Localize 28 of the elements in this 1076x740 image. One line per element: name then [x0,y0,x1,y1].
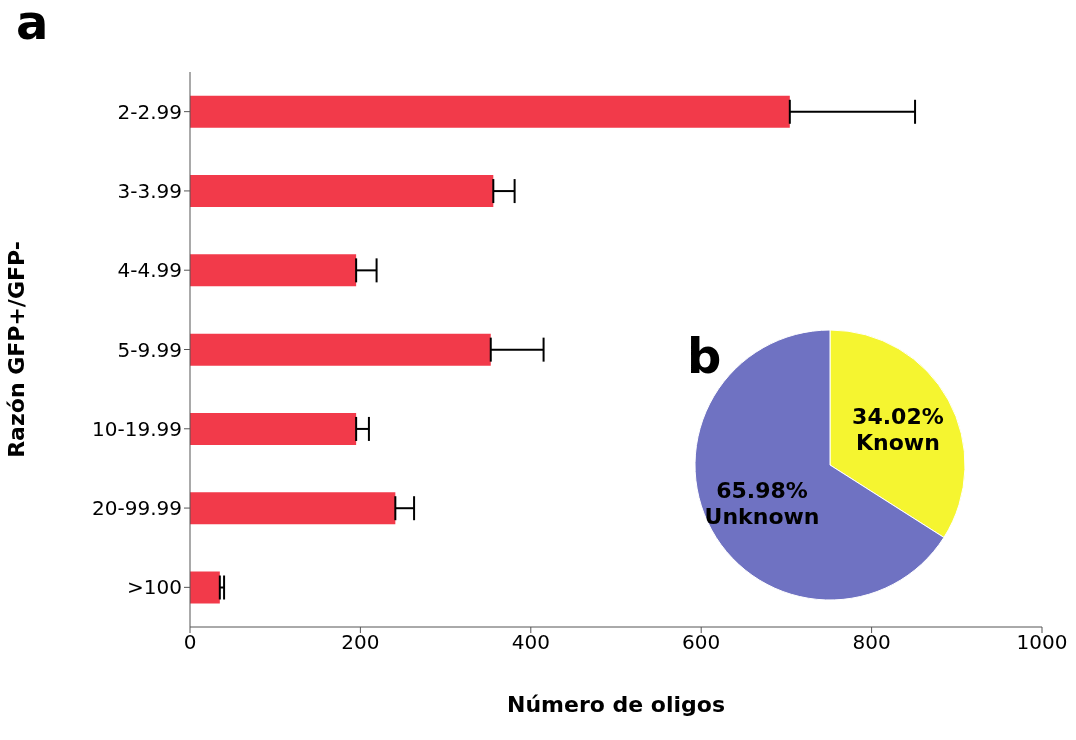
y-tick-label: 5-9.99 [117,337,182,362]
y-axis-title: Razón GFP+/GFP- [3,241,29,458]
chart-title: a [16,0,49,50]
y-tick-label: 2-2.99 [117,99,182,124]
x-tick-label: 1000 [1016,630,1068,655]
x-tick-label: 600 [682,630,721,655]
x-tick-label: 400 [511,630,550,655]
data-label: 34.02% [852,403,944,429]
bar [190,95,790,128]
chart-title: b [687,328,722,384]
x-tick-label: 200 [341,630,380,655]
bar [190,333,491,366]
x-tick-label: 800 [852,630,891,655]
slice-label: Known [856,429,940,455]
y-tick-label: 20-99.99 [92,496,182,521]
y-tick-label: 10-19.99 [92,416,182,441]
bar [190,571,220,604]
bar [190,175,494,208]
data-label: 65.98% [716,478,808,504]
x-axis-title: Número de oligos [506,692,726,717]
bar [190,254,357,287]
y-tick-label: 3-3.99 [117,179,182,204]
slice-label: Unknown [704,504,820,530]
y-tick-label: 4-4.99 [117,258,182,283]
bar [190,492,396,525]
bar [190,412,357,445]
x-tick-label: 0 [183,630,197,655]
y-tick-label: >100 [127,575,182,600]
